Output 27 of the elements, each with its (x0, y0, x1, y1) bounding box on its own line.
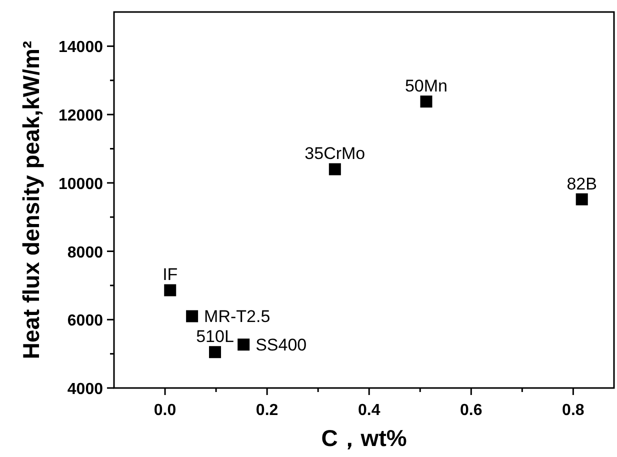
x-axis-title: C，wt% (321, 425, 407, 451)
point (576, 193, 588, 206)
x-tick-label: 0.4 (358, 402, 380, 419)
y-tick-label: 14000 (58, 39, 104, 56)
annotation: IF (162, 265, 178, 284)
y-tick-label: 4000 (67, 381, 104, 398)
x-tick-label: 0.6 (460, 402, 482, 419)
x-tick-label: 0.8 (562, 402, 584, 419)
point (186, 310, 198, 322)
point (164, 284, 176, 296)
x-tick-label: 0.2 (256, 402, 278, 419)
y-tick-label: 8000 (67, 244, 104, 262)
y-tick-label: 12000 (58, 108, 104, 125)
annotation: 50Mn (404, 76, 448, 96)
annotation: 82B (566, 174, 597, 194)
annotation: 510L (196, 327, 234, 346)
annotation: SS400 (256, 336, 307, 355)
point (328, 163, 341, 176)
point (209, 346, 222, 358)
annotation: 35CrMo (304, 144, 366, 164)
annotation: MR-T2.5 (204, 307, 270, 326)
y-tick-label: 6000 (67, 312, 104, 330)
point (238, 338, 250, 351)
x-tick-label: 0.0 (154, 402, 176, 419)
y-tick-label: 10000 (58, 176, 104, 193)
point (420, 96, 432, 108)
y-axis-title: Heat flux density peak,kW/m² (18, 40, 44, 360)
